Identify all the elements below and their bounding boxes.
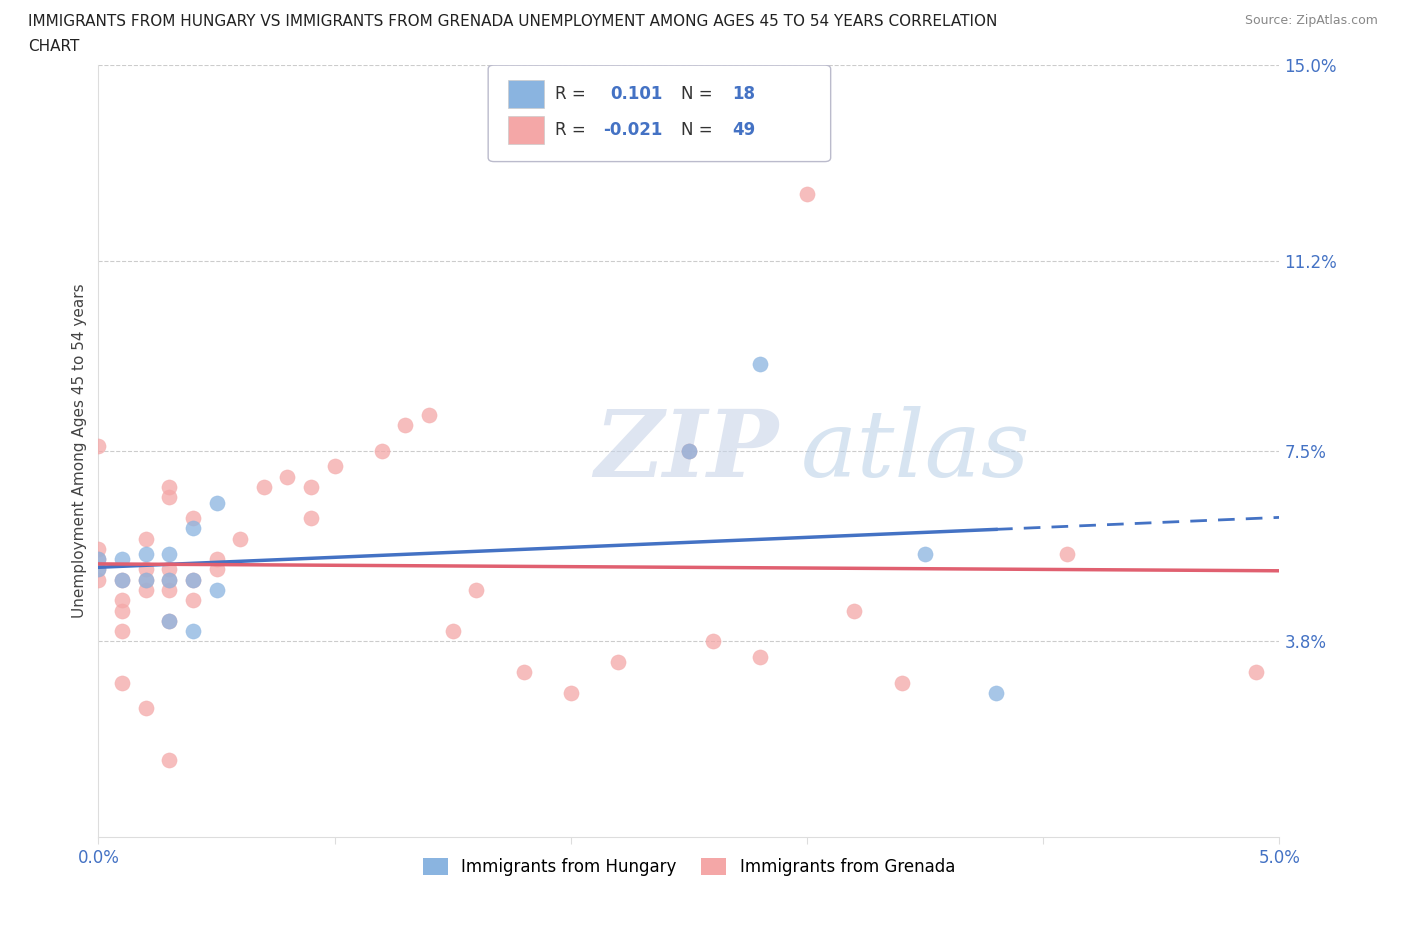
Point — [205, 562, 228, 577]
Point — [87, 541, 110, 556]
Point — [87, 438, 110, 453]
Point — [157, 547, 180, 562]
Point — [181, 511, 204, 525]
Text: atlas: atlas — [801, 406, 1031, 496]
Point — [748, 649, 770, 664]
Point — [157, 480, 180, 495]
Text: ZIP: ZIP — [595, 406, 779, 496]
Text: N =: N = — [681, 85, 717, 102]
FancyBboxPatch shape — [508, 116, 544, 144]
Point — [844, 604, 866, 618]
Text: 49: 49 — [733, 121, 756, 139]
Point — [205, 582, 228, 597]
Point — [205, 495, 228, 510]
Point — [157, 614, 180, 629]
Point — [87, 562, 110, 577]
Y-axis label: Unemployment Among Ages 45 to 54 years: Unemployment Among Ages 45 to 54 years — [72, 284, 87, 618]
Point — [1244, 665, 1267, 680]
Point — [1056, 547, 1078, 562]
Text: Source: ZipAtlas.com: Source: ZipAtlas.com — [1244, 14, 1378, 27]
Point — [394, 418, 416, 432]
Point — [796, 186, 818, 201]
Point — [418, 407, 440, 422]
Point — [323, 459, 346, 474]
Point — [87, 562, 110, 577]
Point — [157, 562, 180, 577]
Point — [111, 572, 134, 587]
Point — [276, 470, 298, 485]
FancyBboxPatch shape — [488, 65, 831, 162]
Point — [371, 444, 394, 458]
Point — [748, 356, 770, 371]
Point — [181, 624, 204, 639]
Point — [678, 444, 700, 458]
Point — [890, 675, 912, 690]
Point — [512, 665, 534, 680]
Point — [87, 551, 110, 566]
Point — [111, 675, 134, 690]
Point — [560, 685, 582, 700]
Point — [135, 572, 157, 587]
Text: IMMIGRANTS FROM HUNGARY VS IMMIGRANTS FROM GRENADA UNEMPLOYMENT AMONG AGES 45 TO: IMMIGRANTS FROM HUNGARY VS IMMIGRANTS FR… — [28, 14, 997, 29]
Point — [135, 701, 157, 716]
Text: 0.101: 0.101 — [610, 85, 662, 102]
Point — [135, 582, 157, 597]
Point — [607, 655, 630, 670]
Point — [181, 572, 204, 587]
Point — [111, 604, 134, 618]
Point — [157, 582, 180, 597]
Point — [181, 572, 204, 587]
Point — [702, 634, 724, 649]
Text: CHART: CHART — [28, 39, 80, 54]
Point — [135, 572, 157, 587]
Point — [111, 572, 134, 587]
Point — [87, 551, 110, 566]
Text: N =: N = — [681, 121, 717, 139]
Point — [87, 572, 110, 587]
Point — [914, 547, 936, 562]
Point — [111, 551, 134, 566]
Point — [135, 531, 157, 546]
Text: -0.021: -0.021 — [603, 121, 662, 139]
Point — [181, 521, 204, 536]
Point — [299, 511, 322, 525]
Text: R =: R = — [555, 85, 596, 102]
Point — [181, 592, 204, 607]
Point — [157, 752, 180, 767]
Point — [111, 592, 134, 607]
Legend: Immigrants from Hungary, Immigrants from Grenada: Immigrants from Hungary, Immigrants from… — [416, 851, 962, 883]
Point — [157, 572, 180, 587]
Point — [253, 480, 276, 495]
Point — [157, 614, 180, 629]
Text: 18: 18 — [733, 85, 755, 102]
Point — [229, 531, 252, 546]
Point — [157, 490, 180, 505]
Point — [984, 685, 1007, 700]
Point — [157, 572, 180, 587]
Point — [205, 551, 228, 566]
Point — [135, 562, 157, 577]
Point — [299, 480, 322, 495]
Point — [441, 624, 464, 639]
Point — [135, 547, 157, 562]
Point — [678, 444, 700, 458]
FancyBboxPatch shape — [508, 80, 544, 108]
Text: R =: R = — [555, 121, 592, 139]
Point — [465, 582, 488, 597]
Point — [111, 624, 134, 639]
